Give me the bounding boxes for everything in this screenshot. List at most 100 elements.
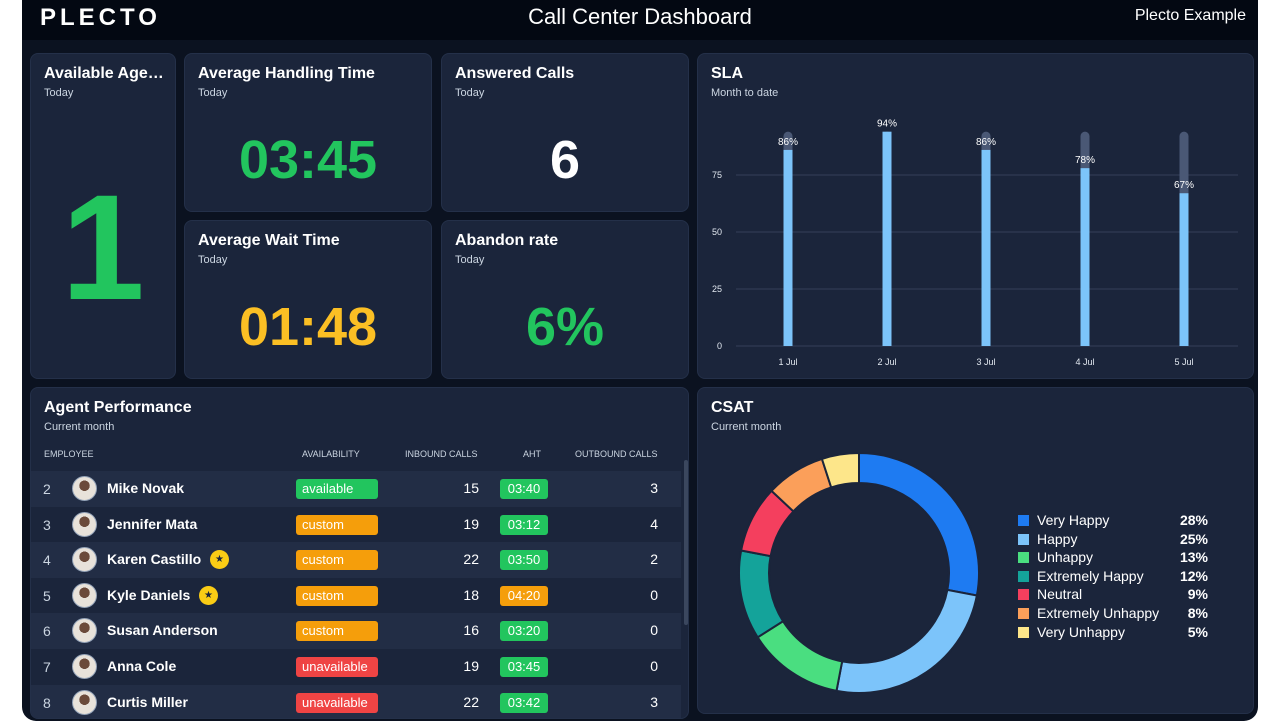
x-tick-label: 3 Jul	[976, 357, 995, 367]
row-rank: 5	[43, 587, 51, 604]
widget-sla[interactable]: SLA Month to date 0 25 50 75 86% 1 Jul 94% 2 Ju…	[697, 53, 1254, 379]
legend-item[interactable]: Very Happy 28%	[1018, 512, 1208, 530]
sla-data-label: 86%	[976, 137, 996, 148]
availability-badge: unavailable	[296, 657, 378, 677]
sla-bar[interactable]	[1179, 193, 1189, 346]
avatar[interactable]	[72, 547, 97, 573]
avatar[interactable]	[72, 476, 97, 501]
employee-name[interactable]: Curtis Miller	[107, 693, 188, 710]
account-name[interactable]: Plecto Example	[1134, 7, 1246, 24]
legend-value: 28%	[1179, 512, 1208, 528]
inbound-calls: 22	[463, 551, 479, 568]
sla-bar-chart: 0 25 50 75 86% 1 Jul 94% 2 Jul 86% 3 Jul 78% 4 Jul 6…	[712, 119, 1238, 367]
widget-avg-handling-time[interactable]: Average Handling Time Today 03:45	[184, 53, 432, 212]
widget-answered-calls[interactable]: Answered Calls Today 6	[441, 53, 689, 212]
csat-slice[interactable]	[858, 451, 980, 597]
widget-subtitle: Today	[455, 254, 485, 266]
inbound-calls: 16	[463, 622, 479, 639]
y-tick-label: 50	[712, 227, 722, 237]
widget-subtitle: Current month	[711, 421, 782, 433]
avatar[interactable]	[72, 654, 97, 679]
availability-badge: custom	[296, 514, 378, 535]
legend-value: 8%	[1187, 605, 1208, 621]
legend-item[interactable]: Very Unhappy 5%	[1018, 624, 1208, 642]
csat-slice[interactable]	[835, 588, 979, 694]
legend-value: 12%	[1179, 567, 1208, 584]
legend-swatch	[1018, 533, 1029, 545]
widget-csat[interactable]: CSAT Current month Very Happy 28% Happy 25%…	[697, 387, 1254, 714]
sla-bar[interactable]	[783, 149, 793, 346]
legend-item[interactable]: Extremely Happy 12%	[1018, 568, 1208, 586]
outbound-calls: 2	[650, 551, 658, 568]
sla-bar[interactable]	[981, 149, 991, 346]
aht-badge: 04:20	[500, 585, 548, 606]
plecto-logo[interactable]: PLECTO	[40, 4, 161, 31]
aht-badge: 03:12	[500, 514, 548, 535]
widget-subtitle: Today	[455, 87, 485, 99]
legend-item[interactable]: Extremely Unhappy 8%	[1018, 605, 1208, 623]
legend-label: Neutral	[1037, 586, 1083, 603]
legend-label: Unhappy	[1037, 549, 1094, 566]
table-row[interactable]: 8 Curtis Miller unavailable 22 03:42 3	[31, 684, 681, 718]
avatar[interactable]	[72, 689, 97, 715]
sla-data-label: 67%	[1174, 180, 1194, 191]
column-outbound-calls[interactable]: OUTBOUND CALLS	[575, 449, 658, 459]
table-scrollbar[interactable]	[684, 460, 688, 625]
table-row[interactable]: 7 Anna Cole unavailable 19 03:45 0	[31, 649, 681, 685]
employee-name[interactable]: Kyle Daniels	[107, 586, 191, 603]
employee-name[interactable]: Susan Anderson	[107, 622, 218, 639]
csat-slice[interactable]	[756, 619, 844, 693]
employee-name[interactable]: Jennifer Mata	[107, 515, 198, 532]
widget-available-agents[interactable]: Available Age… Today 1	[30, 53, 176, 379]
row-rank: 3	[43, 516, 51, 533]
legend-label: Extremely Unhappy	[1037, 605, 1160, 621]
table-row[interactable]: 6 Susan Anderson custom 16 03:20 0	[31, 613, 681, 649]
dashboard-title: Call Center Dashboard	[528, 4, 752, 29]
csat-slice[interactable]	[738, 549, 785, 639]
widget-subtitle: Current month	[44, 421, 115, 433]
y-tick-label: 75	[712, 170, 722, 180]
table-row[interactable]: 3 Jennifer Mata custom 19 03:12 4	[31, 507, 681, 543]
legend-item[interactable]: Unhappy 13%	[1018, 549, 1208, 567]
employee-name[interactable]: Mike Novak	[107, 480, 185, 496]
dashboard-frame: PLECTO Call Center Dashboard Plecto Exam…	[22, 0, 1258, 721]
column-employee[interactable]: EMPLOYEE	[44, 449, 94, 459]
outbound-calls: 4	[650, 515, 658, 532]
table-row[interactable]: 5 Kyle Daniels ★ custom 18 04:20 0	[31, 578, 681, 614]
outbound-calls: 3	[650, 693, 658, 710]
employee-name[interactable]: Anna Cole	[107, 658, 177, 674]
avatar[interactable]	[72, 618, 97, 644]
column-inbound-calls[interactable]: INBOUND CALLS	[405, 449, 478, 459]
table-row[interactable]: 2 Mike Novak available 15 03:40 3	[31, 471, 681, 507]
table-row[interactable]: 4 Karen Castillo ★ custom 22 03:50 2	[31, 542, 681, 578]
widget-agent-performance[interactable]: Agent Performance Current month EMPLOYEE…	[30, 387, 689, 719]
widget-title: Agent Performance	[44, 399, 192, 416]
widget-title: SLA	[711, 65, 743, 82]
widget-avg-wait-time[interactable]: Average Wait Time Today 01:48	[184, 220, 432, 379]
widget-title: Average Wait Time	[198, 232, 340, 249]
widget-abandon-rate[interactable]: Abandon rate Today 6%	[441, 220, 689, 379]
top-bar: PLECTO Call Center Dashboard Plecto Exam…	[22, 0, 1258, 40]
column-availability[interactable]: AVAILABILITY	[302, 449, 360, 459]
column-aht[interactable]: AHT	[523, 449, 541, 459]
aht-badge: 03:42	[500, 692, 548, 713]
legend-label: Very Unhappy	[1037, 623, 1125, 640]
employee-name[interactable]: Karen Castillo	[107, 551, 202, 568]
widget-subtitle: Month to date	[711, 87, 779, 99]
aht-badge: 03:50	[500, 550, 548, 571]
sla-bar[interactable]	[882, 131, 892, 346]
inbound-calls: 18	[463, 586, 479, 603]
x-tick-label: 1 Jul	[778, 357, 797, 367]
y-tick-label: 25	[712, 284, 722, 294]
sla-bar[interactable]	[1080, 168, 1090, 346]
legend-label: Extremely Happy	[1037, 567, 1144, 584]
aht-badge: 03:40	[500, 479, 548, 499]
inbound-calls: 19	[463, 658, 479, 674]
x-tick-label: 4 Jul	[1075, 357, 1094, 367]
avatar[interactable]	[72, 582, 97, 608]
legend-swatch	[1018, 589, 1029, 601]
legend-item[interactable]: Neutral 9%	[1018, 586, 1208, 604]
legend-item[interactable]: Happy 25%	[1018, 531, 1208, 549]
avatar[interactable]	[72, 511, 97, 537]
csat-slice[interactable]	[820, 451, 860, 489]
